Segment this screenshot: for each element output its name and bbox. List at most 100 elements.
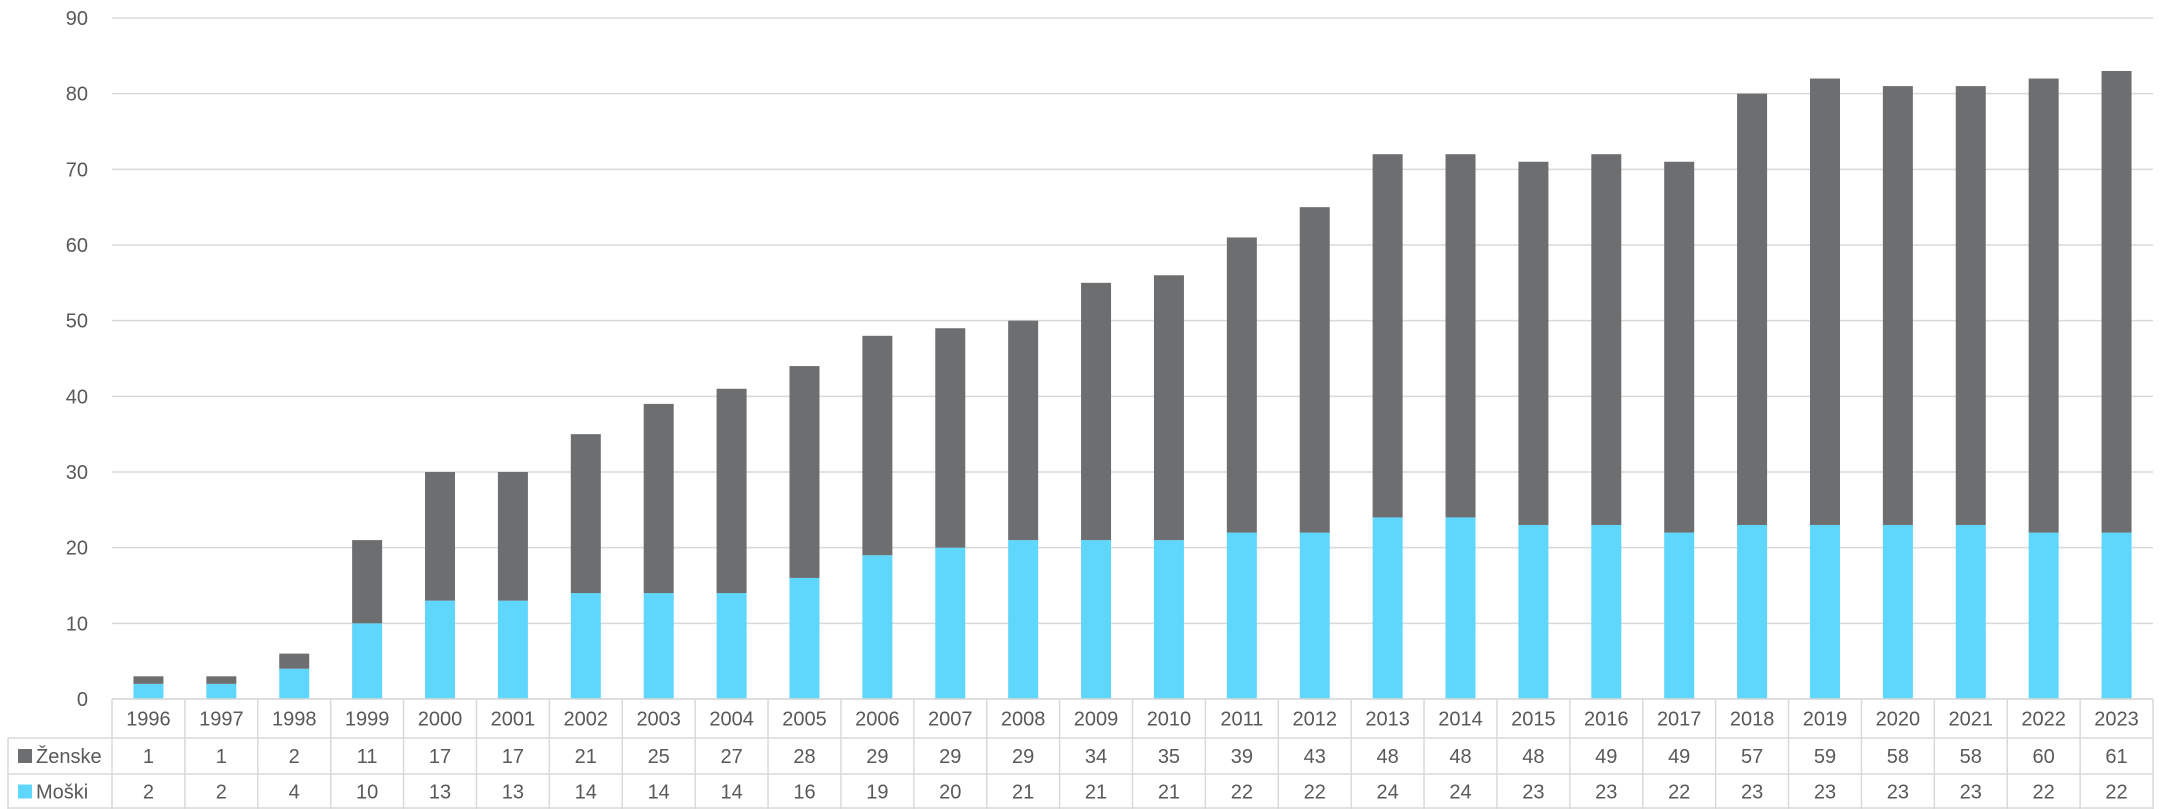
bar-zenske xyxy=(1299,207,1330,533)
bar-zenske xyxy=(643,403,674,594)
bar-moski xyxy=(1955,524,1986,699)
bars xyxy=(133,70,2132,699)
bar-moski xyxy=(862,555,893,699)
table-value-moski: 21 xyxy=(1158,782,1180,804)
bar-zenske xyxy=(1008,320,1039,541)
bar-zenske xyxy=(2028,78,2059,533)
table-value-moski: 14 xyxy=(575,782,597,804)
bar-zenske xyxy=(1081,282,1112,541)
y-tick-label: 10 xyxy=(66,613,88,635)
y-tick-label: 90 xyxy=(66,8,88,30)
table-value-zenske: 34 xyxy=(1085,746,1107,768)
data-table: 1996 1997 1998 1999 2000 2001 2002 2003 2004 2005… xyxy=(7,698,2154,809)
table-value-moski: 13 xyxy=(502,782,524,804)
table-value-zenske: 11 xyxy=(357,746,378,768)
x-tick-label: 2008 xyxy=(1001,709,1046,731)
bar-zenske xyxy=(497,472,528,601)
table-value-zenske: 58 xyxy=(1887,746,1909,768)
table-value-moski: 20 xyxy=(939,782,961,804)
bar-zenske xyxy=(570,434,601,594)
bar-moski xyxy=(1882,524,1913,699)
table-value-moski: 24 xyxy=(1377,782,1399,804)
bar-zenske xyxy=(2101,70,2132,533)
bar-zenske xyxy=(1153,275,1184,541)
table-value-zenske: 1 xyxy=(143,746,154,768)
bar-moski xyxy=(1081,540,1112,699)
x-tick-label: 2012 xyxy=(1292,709,1337,731)
bar-moski xyxy=(2028,532,2059,699)
table-value-zenske: 49 xyxy=(1595,746,1617,768)
table-value-moski: 22 xyxy=(1668,782,1690,804)
bar-zenske xyxy=(206,676,237,684)
bar-moski xyxy=(643,593,674,699)
table-value-zenske: 58 xyxy=(1960,746,1982,768)
table-value-zenske: 29 xyxy=(1012,746,1034,768)
table-value-moski: 14 xyxy=(720,782,742,804)
table-value-moski: 22 xyxy=(2033,782,2055,804)
table-value-zenske: 27 xyxy=(720,746,742,768)
bar-moski xyxy=(1226,532,1257,699)
bar-moski xyxy=(935,547,966,699)
table-value-moski: 21 xyxy=(1085,782,1107,804)
table-value-moski: 16 xyxy=(793,782,815,804)
bar-moski xyxy=(716,593,747,699)
table-value-zenske: 25 xyxy=(648,746,670,768)
table-value-moski: 23 xyxy=(1960,782,1982,804)
bar-zenske xyxy=(279,653,310,669)
bar-moski xyxy=(352,623,383,699)
table-value-zenske: 1 xyxy=(216,746,227,768)
table-value-moski: 4 xyxy=(289,782,300,804)
legend-label-moski: Moški xyxy=(36,782,88,804)
table-value-zenske: 17 xyxy=(502,746,524,768)
table-value-moski: 10 xyxy=(356,782,378,804)
bar-moski xyxy=(279,668,310,699)
table-value-moski: 21 xyxy=(1012,782,1034,804)
table-value-moski: 23 xyxy=(1522,782,1544,804)
table-value-moski: 23 xyxy=(1595,782,1617,804)
x-tick-label: 2002 xyxy=(564,709,609,731)
x-tick-label: 2023 xyxy=(2094,709,2139,731)
table-value-moski: 22 xyxy=(2105,782,2127,804)
table-value-zenske: 2 xyxy=(289,746,300,768)
bar-moski xyxy=(206,683,237,699)
x-tick-label: 1996 xyxy=(126,709,171,731)
bar-moski xyxy=(1299,532,1330,699)
x-tick-label: 2001 xyxy=(491,709,536,731)
bar-moski xyxy=(570,593,601,699)
x-tick-label: 1999 xyxy=(345,709,390,731)
table-value-zenske: 60 xyxy=(2033,746,2055,768)
table-value-zenske: 48 xyxy=(1449,746,1471,768)
table-value-moski: 23 xyxy=(1741,782,1763,804)
table-value-zenske: 17 xyxy=(429,746,451,768)
table-value-zenske: 21 xyxy=(575,746,597,768)
table-value-zenske: 49 xyxy=(1668,746,1690,768)
table-value-zenske: 57 xyxy=(1741,746,1763,768)
y-tick-label: 40 xyxy=(66,386,88,408)
bar-zenske xyxy=(1737,93,1768,525)
table-value-zenske: 48 xyxy=(1522,746,1544,768)
x-tick-label: 2003 xyxy=(636,709,681,731)
x-tick-label: 2015 xyxy=(1511,709,1556,731)
bar-moski xyxy=(1372,517,1403,699)
y-tick-label: 50 xyxy=(66,311,88,333)
table-value-moski: 14 xyxy=(648,782,670,804)
x-tick-label: 2021 xyxy=(1949,709,1994,731)
bar-moski xyxy=(1809,524,1840,699)
table-value-moski: 13 xyxy=(429,782,451,804)
x-tick-label: 2006 xyxy=(855,709,900,731)
bar-zenske xyxy=(1445,154,1476,518)
bar-zenske xyxy=(1955,86,1986,525)
x-tick-label: 2020 xyxy=(1876,709,1921,731)
bar-moski xyxy=(1518,524,1549,699)
y-axis-ticks: 0 10 20 30 40 50 60 70 80 90 xyxy=(66,8,88,711)
table-value-zenske: 29 xyxy=(939,746,961,768)
x-tick-label: 2014 xyxy=(1438,709,1483,731)
table-value-zenske: 43 xyxy=(1304,746,1326,768)
bar-zenske xyxy=(1226,237,1257,533)
bar-moski xyxy=(1737,524,1768,699)
table-value-moski: 23 xyxy=(1887,782,1909,804)
gridlines xyxy=(112,17,2153,700)
bar-moski xyxy=(2101,532,2132,699)
bar-moski xyxy=(789,577,820,699)
